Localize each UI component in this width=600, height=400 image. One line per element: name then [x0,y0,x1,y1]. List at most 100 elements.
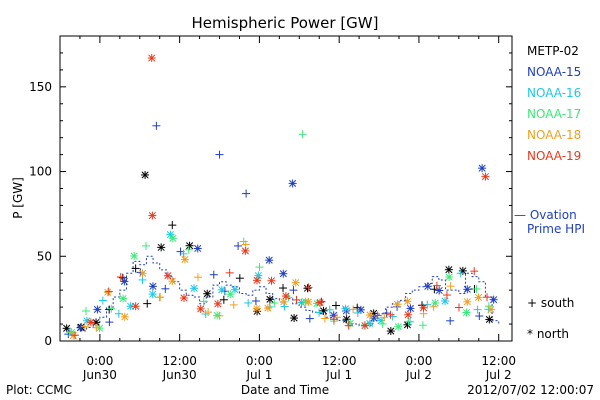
data-point [279,284,288,293]
marker-stroke [463,298,471,306]
data-point-highlight [242,189,251,198]
marker-stroke [180,294,188,302]
ovation-legend-line: — Ovation [514,208,577,222]
data-point [472,284,481,293]
data-point [474,293,483,302]
data-point [263,304,272,313]
data-point [382,309,391,318]
marker-stroke [478,164,486,172]
legend-entry-noaa-15: NOAA-15 [527,65,581,79]
marker-stroke [290,314,298,322]
data-point-highlight [288,179,297,188]
series-noaa-15 [64,241,498,339]
legend-entry-noaa-18: NOAA-18 [527,128,581,142]
satellite-legend: METP-02 NOAA-15 NOAA-16 NOAA-17 NOAA-18 NOAA-… [527,44,581,163]
data-point [156,293,165,302]
marker-stroke [119,295,127,303]
data-point [435,286,444,295]
marker-stroke [104,288,112,296]
data-point [463,285,472,294]
data-point [369,314,378,323]
marker-stroke [203,290,211,298]
marker-stroke [330,311,338,319]
data-point [251,297,260,306]
data-point [404,310,413,319]
data-point [103,288,112,297]
data-point [304,283,313,292]
marker-stroke [169,234,177,242]
marker-stroke [366,311,374,319]
data-point [213,299,222,308]
y-tick-label: 100 [29,165,52,179]
plot-area [62,54,500,340]
data-point [241,246,250,255]
x-tick-label-time: 12:00 [481,354,516,368]
marker-stroke [279,270,287,278]
data-point [388,312,397,321]
marker-stroke [445,273,453,281]
data-point [215,311,224,320]
data-point [456,269,465,278]
marker-stroke [92,318,100,326]
data-point [446,316,455,325]
data-point [316,298,325,307]
data-point [217,285,226,294]
marker-stroke [132,302,140,310]
marker-stroke [289,179,297,187]
marker-stroke [121,313,129,321]
y-tick-label: 50 [37,249,52,263]
data-point [219,295,228,304]
x-axis-label: Date and Time [241,383,329,397]
marker-stroke [241,247,249,255]
marker-stroke [361,322,369,330]
data-point [120,277,129,286]
marker-stroke [149,290,157,298]
data-point [329,315,338,324]
data-point [130,251,139,260]
data-point [270,299,279,308]
marker-stroke [394,323,402,331]
x-tick-label-time: 0:00 [246,354,273,368]
marker-stroke [168,277,176,285]
data-point [131,264,140,273]
data-point [353,308,362,317]
data-point [470,267,479,276]
marker-stroke [214,300,222,308]
data-point [148,282,157,291]
marker-stroke [226,290,234,298]
data-point [444,265,453,274]
data-point [252,276,261,285]
marker-stroke [254,272,262,280]
data-point [373,311,382,320]
marker-stroke [141,171,149,179]
data-point [179,249,188,258]
marker-stroke [393,300,402,308]
marker-stroke [343,315,351,323]
marker-stroke [218,286,226,294]
data-point [484,302,493,311]
data-point [341,304,350,313]
x-tick-label-time: 0:00 [86,354,113,368]
marker-stroke [265,256,273,264]
data-point [442,291,451,300]
data-point [353,303,362,312]
marker-stroke [292,279,300,287]
data-point [86,318,95,327]
marker-legend-north: * north [527,327,569,341]
marker-stroke [485,315,493,324]
marker-stroke [130,252,138,260]
data-point [289,286,298,295]
data-point [406,304,415,313]
data-point [254,271,263,280]
data-point [226,290,235,299]
data-point [148,290,157,299]
data-point [418,321,427,330]
marker-stroke [316,299,324,307]
data-point-highlight [298,130,307,139]
marker-stroke [266,295,274,303]
marker-stroke [462,308,471,317]
data-point [346,319,355,328]
data-point [419,303,428,312]
